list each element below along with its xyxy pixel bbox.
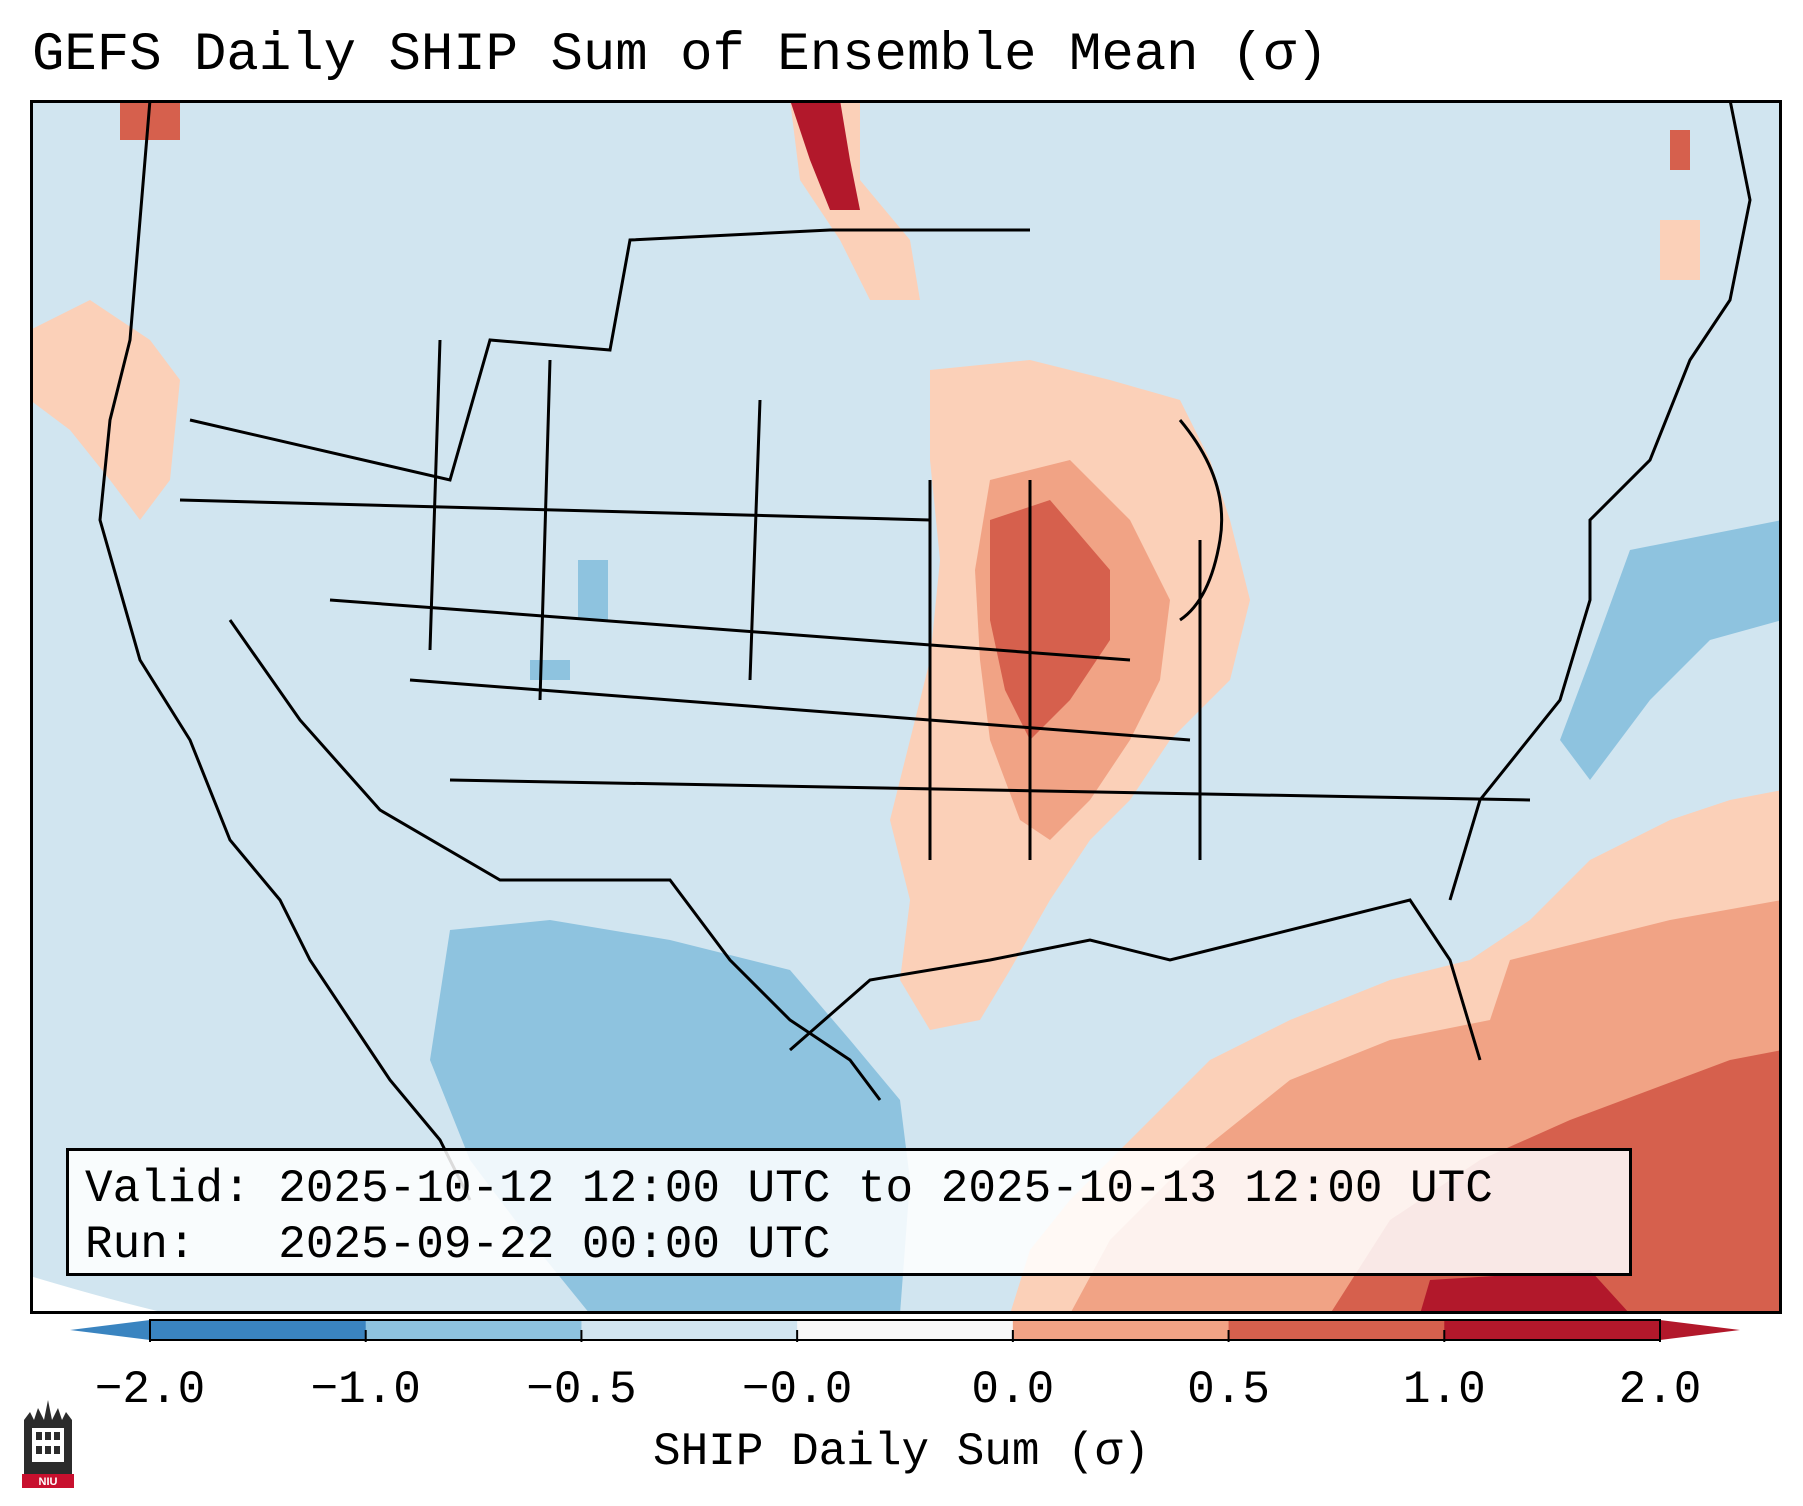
anomaly-midwest-core <box>990 500 1110 740</box>
colorbar-tick-label: −0.0 <box>741 1364 853 1416</box>
map-title: GEFS Daily SHIP Sum of Ensemble Mean (σ) <box>32 25 1329 86</box>
colorbar-segment <box>1012 1320 1230 1340</box>
anomaly-caribbean-core <box>1420 1270 1630 1314</box>
info-box: Valid: 2025-10-12 12:00 UTC to 2025-10-1… <box>66 1148 1632 1276</box>
colorbar-segment <box>581 1320 798 1340</box>
lake-michigan <box>1178 419 1224 622</box>
map-panel <box>30 100 1782 1314</box>
atlantic-coastline <box>1448 100 1752 901</box>
colorbar-tick-label: 2.0 <box>1618 1364 1702 1416</box>
niu-logo: NIU <box>22 1400 74 1488</box>
anomaly-atlantic-negative <box>1560 520 1782 780</box>
colorbar-extend-low <box>70 1320 150 1340</box>
gulf-coastline <box>789 898 1482 1061</box>
colorbar <box>70 1319 1740 1342</box>
valid-label: Valid: <box>85 1163 251 1215</box>
projection-edge-sw <box>30 1276 170 1314</box>
mexico-border <box>228 619 882 1101</box>
colorbar-tick-label: 0.0 <box>971 1364 1055 1416</box>
anomaly-northern-plains-core <box>790 100 860 210</box>
colorbar-tick-label: 0.5 <box>1187 1364 1270 1416</box>
colorbar-segment <box>365 1320 582 1340</box>
colorbar-segment <box>1228 1320 1445 1340</box>
colorbar-tick-label: −1.0 <box>310 1364 421 1416</box>
canada-border <box>189 228 1030 482</box>
colorbar-extend-high <box>1660 1320 1740 1340</box>
colorbar-segment <box>797 1320 1014 1340</box>
run-label: Run: <box>85 1219 196 1271</box>
colorbar-segment <box>150 1320 367 1340</box>
colorbar-segments <box>150 1320 1661 1340</box>
anomaly-quebec <box>1670 130 1690 170</box>
map-canvas <box>30 100 1782 1314</box>
run-row: Run: 2025-09-22 00:00 UTC <box>85 1217 1613 1273</box>
logo-text: NIU <box>39 1476 58 1488</box>
colorbar-segment <box>1444 1320 1661 1340</box>
run-value: 2025-09-22 00:00 UTC <box>278 1219 831 1271</box>
anomaly-west-coast <box>30 300 180 520</box>
anomaly-colorado-negative-2 <box>530 660 570 680</box>
colorbar-label: SHIP Daily Sum (σ) <box>653 1426 1150 1478</box>
anomaly-colorado-negative <box>578 560 608 620</box>
map-frame <box>30 100 1782 1314</box>
state-lines-vertical <box>428 339 1202 860</box>
pacific-coastline <box>98 100 472 1201</box>
colorbar-tick-label: −2.0 <box>94 1364 206 1416</box>
valid-row: Valid: 2025-10-12 12:00 UTC to 2025-10-1… <box>85 1161 1613 1217</box>
anomaly-maritime <box>1660 220 1700 280</box>
colorbar-tick-label: 1.0 <box>1402 1364 1486 1416</box>
colorbar-tick-label: −0.5 <box>526 1364 637 1416</box>
valid-value: 2025-10-12 12:00 UTC to 2025-10-13 12:00… <box>278 1163 1493 1215</box>
map-outlines <box>98 100 1752 1201</box>
state-lines-horizontal <box>179 498 1531 802</box>
